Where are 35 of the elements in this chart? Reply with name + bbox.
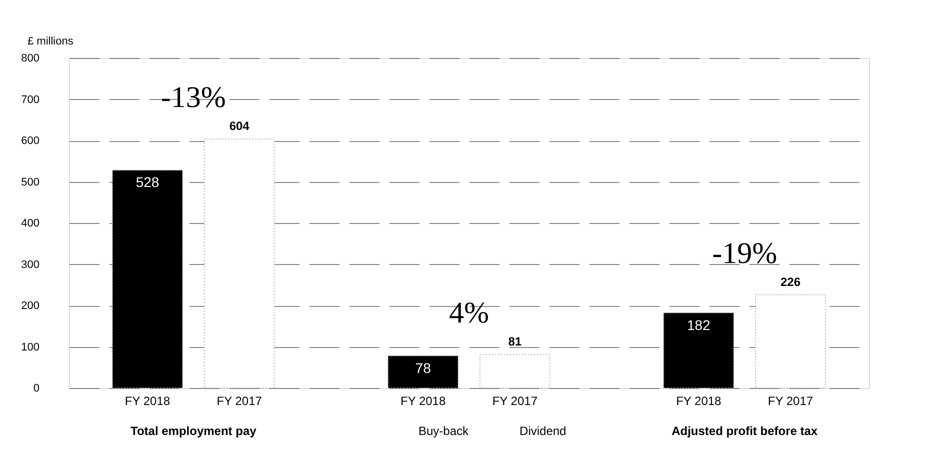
series-label: FY 2018 [124, 394, 170, 408]
y-tick-label: 500 [21, 176, 40, 188]
text: FY 2017 [492, 394, 538, 408]
data-label: 78 [415, 360, 432, 376]
annotation: -13% [160, 80, 226, 114]
y-tick-label: 600 [21, 135, 40, 147]
bar [479, 354, 550, 388]
y-tick-label: 300 [21, 258, 40, 271]
annotation: -19% [712, 236, 778, 270]
data-label: 81 [508, 334, 522, 349]
y-tick-label: 0 [33, 382, 40, 394]
y-tick-label: 200 [21, 300, 40, 312]
text: Buy-back [418, 424, 470, 438]
data-label: 604 [229, 118, 250, 133]
y-tick-label: 100 [21, 341, 40, 354]
bar [204, 138, 275, 388]
bar [388, 355, 459, 388]
y-tick-label: 700 [21, 94, 40, 106]
data-label: 528 [136, 174, 160, 190]
text: Dividend [520, 424, 566, 438]
series-label: FY 2017 [216, 394, 262, 408]
y-tick-label: 800 [21, 52, 40, 64]
bar [112, 170, 183, 388]
text: FY 2018 [676, 394, 722, 408]
data-label: 226 [780, 274, 801, 289]
x-tick-label: Total employment pay [130, 424, 257, 438]
text: FY 2017 [768, 394, 814, 408]
bar [663, 312, 734, 388]
text: FY 2018 [400, 394, 446, 408]
annotation: 4% [449, 296, 489, 330]
data-label: 182 [686, 316, 711, 333]
y-tick-label: 400 [21, 218, 40, 230]
bar [755, 294, 826, 388]
y-axis-title: £ millions [28, 36, 74, 48]
x-tick-label: Adjusted profit before tax [672, 424, 818, 438]
